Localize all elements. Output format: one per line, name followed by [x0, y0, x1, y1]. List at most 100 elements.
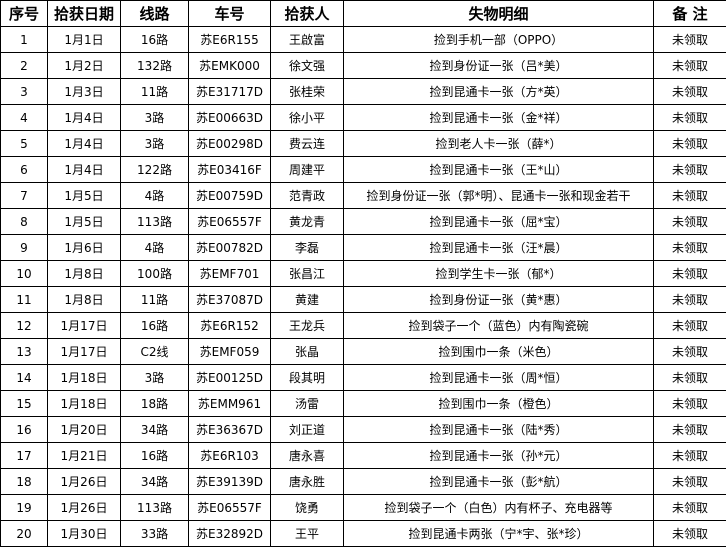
- cell-route: 18路: [120, 390, 189, 417]
- header-index: 序号: [0, 0, 48, 27]
- table-row: 11 1月8日 11路 苏E37087D 黄建 捡到身份证一张（黄*惠） 未领取: [0, 286, 726, 313]
- table-row: 6 1月4日 122路 苏E03416F 周建平 捡到昆通卡一张（王*山） 未领取: [0, 156, 726, 183]
- header-remark: 备 注: [653, 0, 726, 27]
- cell-item-detail: 捡到手机一部（OPPO）: [343, 26, 654, 53]
- cell-index: 1: [0, 26, 48, 53]
- cell-remark: 未领取: [653, 234, 726, 261]
- cell-plate: 苏E32892D: [188, 520, 271, 547]
- cell-remark: 未领取: [653, 416, 726, 443]
- cell-index: 3: [0, 78, 48, 105]
- cell-index: 13: [0, 338, 48, 365]
- cell-item-detail: 捡到昆通卡一张（周*恒）: [343, 364, 654, 391]
- cell-remark: 未领取: [653, 364, 726, 391]
- cell-remark: 未领取: [653, 78, 726, 105]
- table-row: 14 1月18日 3路 苏E00125D 段其明 捡到昆通卡一张（周*恒） 未领取: [0, 364, 726, 391]
- cell-date: 1月2日: [47, 52, 121, 79]
- cell-route: 113路: [120, 208, 189, 235]
- table-row: 1 1月1日 16路 苏E6R155 王啟富 捡到手机一部（OPPO） 未领取: [0, 26, 726, 53]
- cell-plate: 苏EMM961: [188, 390, 271, 417]
- table-row: 8 1月5日 113路 苏E06557F 黄龙青 捡到昆通卡一张（屈*宝） 未领取: [0, 208, 726, 235]
- cell-item-detail: 捡到昆通卡一张（彭*航）: [343, 468, 654, 495]
- cell-finder: 刘正道: [270, 416, 344, 443]
- cell-item-detail: 捡到昆通卡一张（金*祥）: [343, 104, 654, 131]
- cell-item-detail: 捡到身份证一张（吕*美）: [343, 52, 654, 79]
- cell-finder: 徐文强: [270, 52, 344, 79]
- cell-route: 113路: [120, 494, 189, 521]
- cell-finder: 张昌江: [270, 260, 344, 287]
- cell-index: 6: [0, 156, 48, 183]
- cell-route: 3路: [120, 364, 189, 391]
- cell-plate: 苏E36367D: [188, 416, 271, 443]
- cell-finder: 段其明: [270, 364, 344, 391]
- cell-index: 7: [0, 182, 48, 209]
- cell-date: 1月17日: [47, 338, 121, 365]
- cell-remark: 未领取: [653, 52, 726, 79]
- cell-finder: 费云连: [270, 130, 344, 157]
- cell-date: 1月30日: [47, 520, 121, 547]
- cell-index: 2: [0, 52, 48, 79]
- header-plate: 车号: [188, 0, 271, 27]
- cell-item-detail: 捡到围巾一条（橙色）: [343, 390, 654, 417]
- cell-item-detail: 捡到昆通卡一张（陆*秀）: [343, 416, 654, 443]
- cell-remark: 未领取: [653, 390, 726, 417]
- cell-finder: 范青政: [270, 182, 344, 209]
- cell-item-detail: 捡到身份证一张（黄*惠）: [343, 286, 654, 313]
- cell-finder: 周建平: [270, 156, 344, 183]
- cell-date: 1月21日: [47, 442, 121, 469]
- header-date: 拾获日期: [47, 0, 121, 27]
- table-row: 18 1月26日 34路 苏E39139D 唐永胜 捡到昆通卡一张（彭*航） 未领取: [0, 468, 726, 495]
- cell-plate: 苏E6R155: [188, 26, 271, 53]
- cell-remark: 未领取: [653, 208, 726, 235]
- header-route: 线路: [120, 0, 189, 27]
- cell-plate: 苏E00663D: [188, 104, 271, 131]
- cell-index: 16: [0, 416, 48, 443]
- cell-route: 11路: [120, 78, 189, 105]
- cell-index: 10: [0, 260, 48, 287]
- cell-index: 17: [0, 442, 48, 469]
- cell-finder: 徐小平: [270, 104, 344, 131]
- cell-finder: 唐永胜: [270, 468, 344, 495]
- table-row: 15 1月18日 18路 苏EMM961 汤雷 捡到围巾一条（橙色） 未领取: [0, 390, 726, 417]
- cell-plate: 苏EMK000: [188, 52, 271, 79]
- table-row: 13 1月17日 C2线 苏EMF059 张晶 捡到围巾一条（米色） 未领取: [0, 338, 726, 365]
- cell-route: 34路: [120, 468, 189, 495]
- table-row: 7 1月5日 4路 苏E00759D 范青政 捡到身份证一张（郭*明）、昆通卡一张和现金若…: [0, 182, 726, 209]
- cell-item-detail: 捡到学生卡一张（郁*）: [343, 260, 654, 287]
- table-row: 9 1月6日 4路 苏E00782D 李磊 捡到昆通卡一张（汪*晨） 未领取: [0, 234, 726, 261]
- cell-date: 1月26日: [47, 468, 121, 495]
- cell-index: 5: [0, 130, 48, 157]
- cell-plate: 苏E6R103: [188, 442, 271, 469]
- cell-index: 15: [0, 390, 48, 417]
- cell-plate: 苏E03416F: [188, 156, 271, 183]
- cell-finder: 黄建: [270, 286, 344, 313]
- cell-index: 12: [0, 312, 48, 339]
- cell-remark: 未领取: [653, 312, 726, 339]
- cell-index: 14: [0, 364, 48, 391]
- cell-date: 1月8日: [47, 286, 121, 313]
- table-row: 17 1月21日 16路 苏E6R103 唐永喜 捡到昆通卡一张（孙*元） 未领取: [0, 442, 726, 469]
- cell-remark: 未领取: [653, 520, 726, 547]
- cell-date: 1月1日: [47, 26, 121, 53]
- header-row: 序号 拾获日期 线路 车号 拾获人 失物明细 备 注: [0, 0, 726, 27]
- cell-date: 1月4日: [47, 130, 121, 157]
- cell-route: 16路: [120, 442, 189, 469]
- cell-route: C2线: [120, 338, 189, 365]
- cell-remark: 未领取: [653, 468, 726, 495]
- cell-remark: 未领取: [653, 156, 726, 183]
- cell-item-detail: 捡到袋子一个（蓝色）内有陶瓷碗: [343, 312, 654, 339]
- cell-route: 16路: [120, 312, 189, 339]
- cell-route: 100路: [120, 260, 189, 287]
- cell-remark: 未领取: [653, 104, 726, 131]
- cell-plate: 苏E00125D: [188, 364, 271, 391]
- cell-date: 1月6日: [47, 234, 121, 261]
- cell-item-detail: 捡到昆通卡一张（方*英）: [343, 78, 654, 105]
- cell-date: 1月20日: [47, 416, 121, 443]
- cell-finder: 黄龙青: [270, 208, 344, 235]
- cell-date: 1月18日: [47, 364, 121, 391]
- cell-finder: 李磊: [270, 234, 344, 261]
- cell-finder: 唐永喜: [270, 442, 344, 469]
- cell-index: 9: [0, 234, 48, 261]
- cell-remark: 未领取: [653, 286, 726, 313]
- table-row: 5 1月4日 3路 苏E00298D 费云连 捡到老人卡一张（薛*） 未领取: [0, 130, 726, 157]
